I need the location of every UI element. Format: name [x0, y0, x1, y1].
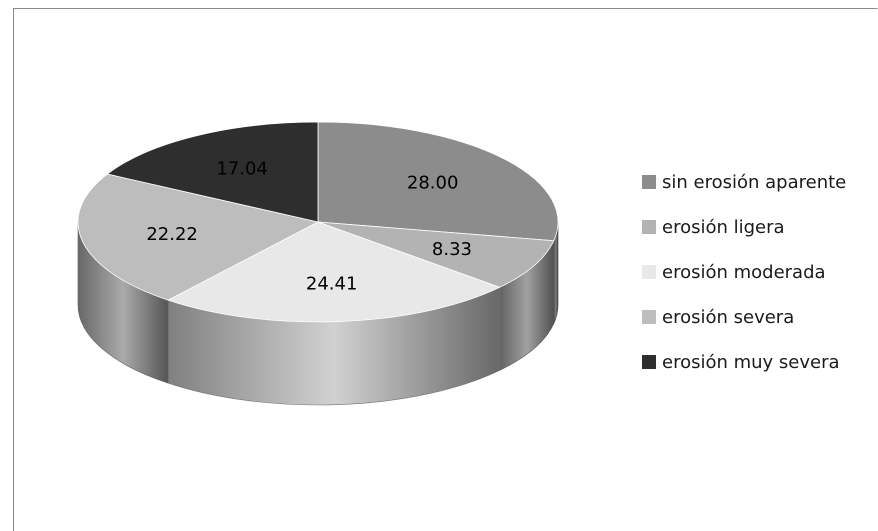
legend-swatch-erosion-severa	[642, 310, 656, 324]
pie-slice-erosion-moderada	[167, 221, 501, 323]
pie-slice-erosion-severa	[77, 173, 320, 301]
data-label-sin-erosion-aparente: 28.00	[407, 172, 459, 193]
legend-swatch-erosion-muy-severa	[642, 355, 656, 369]
data-label-erosion-muy-severa: 17.04	[216, 159, 268, 180]
legend-swatch-erosion-moderada	[642, 265, 656, 279]
legend: sin erosión aparente erosión ligera erosió…	[642, 172, 846, 373]
legend-label-erosion-severa: erosión severa	[662, 307, 794, 328]
data-label-erosion-severa: 22.22	[146, 224, 198, 245]
legend-label-erosion-ligera: erosión ligera	[662, 217, 785, 238]
legend-swatch-sin-erosion-aparente	[642, 175, 656, 189]
pie-slice-sin-erosion-aparente	[317, 121, 559, 242]
pie-slice-erosion-ligera	[317, 221, 555, 288]
pie-labels: 28.00 8.33 24.41 22.22 17.04	[146, 159, 472, 295]
chart-border	[13, 8, 878, 531]
pie-tops	[77, 121, 559, 323]
pie-sides	[77, 221, 559, 406]
legend-label-sin-erosion-aparente: sin erosión aparente	[662, 172, 846, 193]
pie-slice-erosion-muy-severa	[106, 121, 319, 223]
legend-label-erosion-muy-severa: erosión muy severa	[662, 352, 840, 373]
legend-swatch-erosion-ligera	[642, 220, 656, 234]
legend-label-erosion-moderada: erosión moderada	[662, 262, 826, 283]
data-label-erosion-ligera: 8.33	[432, 239, 472, 260]
data-label-erosion-moderada: 24.41	[306, 274, 358, 295]
